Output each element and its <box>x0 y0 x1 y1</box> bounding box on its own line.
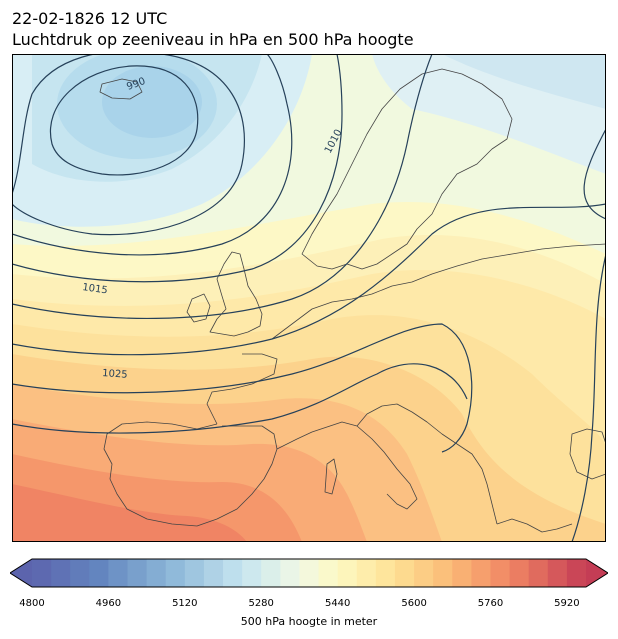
isobar-1000 <box>12 54 293 256</box>
isobar-990 <box>49 65 199 176</box>
colorbar-cell <box>280 559 300 587</box>
colorbar-tick-label: 5440 <box>324 598 351 609</box>
colorbar-cell <box>471 559 491 587</box>
colorbar-cell <box>337 559 358 587</box>
colorbar-cell <box>89 559 109 587</box>
colorbar-tick-label: 4800 <box>19 598 45 609</box>
colorbar-cell <box>242 559 262 587</box>
weather-map: 990 1010 1015 1025 <box>12 54 606 542</box>
colorbar-cell <box>566 559 587 587</box>
colorbar-tick-label: 5600 <box>401 598 427 609</box>
isobars <box>12 54 606 542</box>
colorbar-cell <box>51 559 71 587</box>
isobar-1025 <box>12 363 468 434</box>
colorbar-cell <box>394 559 415 587</box>
colorbar-cell <box>509 559 530 587</box>
isobar-east <box>571 253 606 542</box>
isobar-1010 <box>12 54 433 320</box>
colorbar-extend-high <box>586 559 608 587</box>
colorbar-cell <box>528 559 549 587</box>
colorbar-cell <box>184 559 205 587</box>
colorbar-cell <box>165 559 186 587</box>
colorbar-cell <box>299 559 320 587</box>
colorbar-cell <box>108 559 129 587</box>
colorbar-cell <box>32 559 52 587</box>
colorbar-cell <box>490 559 511 587</box>
colorbar-cell <box>261 559 281 587</box>
isobar-1005 <box>12 54 343 283</box>
map-datetime: 22-02-1826 12 UTC <box>12 9 168 28</box>
colorbar-cell <box>203 559 224 587</box>
colorbar-cell <box>70 559 90 587</box>
colorbar-tick-label: 5120 <box>172 598 198 609</box>
colorbar-tick-label: 4960 <box>95 598 122 609</box>
isobar-1015 <box>12 203 606 356</box>
colorbar-extend-low <box>10 559 32 587</box>
map-frame <box>12 54 606 542</box>
colorbar-outline <box>10 558 608 588</box>
map-title: Luchtdruk op zeeniveau in hPa en 500 hPa… <box>12 30 414 49</box>
colorbar-cell <box>414 559 434 587</box>
colorbar-label: 500 hPa hoogte in meter <box>240 615 378 628</box>
colorbar-cell <box>375 559 396 587</box>
isobar-ne <box>583 128 606 220</box>
colorbar-cell <box>223 559 243 587</box>
colorbar-cell <box>452 559 472 587</box>
isobar-1020 <box>12 323 473 453</box>
colorbar-cell <box>547 559 568 587</box>
isobar-995 <box>12 54 245 236</box>
isobar-label-1025: 1025 <box>102 368 128 381</box>
colorbar-tick-label: 5760 <box>477 598 504 609</box>
coastlines <box>99 68 606 533</box>
isobar-label-1015: 1015 <box>82 282 109 296</box>
height-colorbar <box>10 558 608 588</box>
colorbar-tick-label: 5280 <box>248 598 274 609</box>
colorbar-cell <box>433 559 453 587</box>
height-field <box>12 54 606 542</box>
colorbar-cell <box>318 559 339 587</box>
colorbar-cell <box>356 559 377 587</box>
colorbar-cell <box>146 559 167 587</box>
colorbar-tick-label: 5920 <box>554 598 580 609</box>
colorbar-cell <box>127 559 148 587</box>
